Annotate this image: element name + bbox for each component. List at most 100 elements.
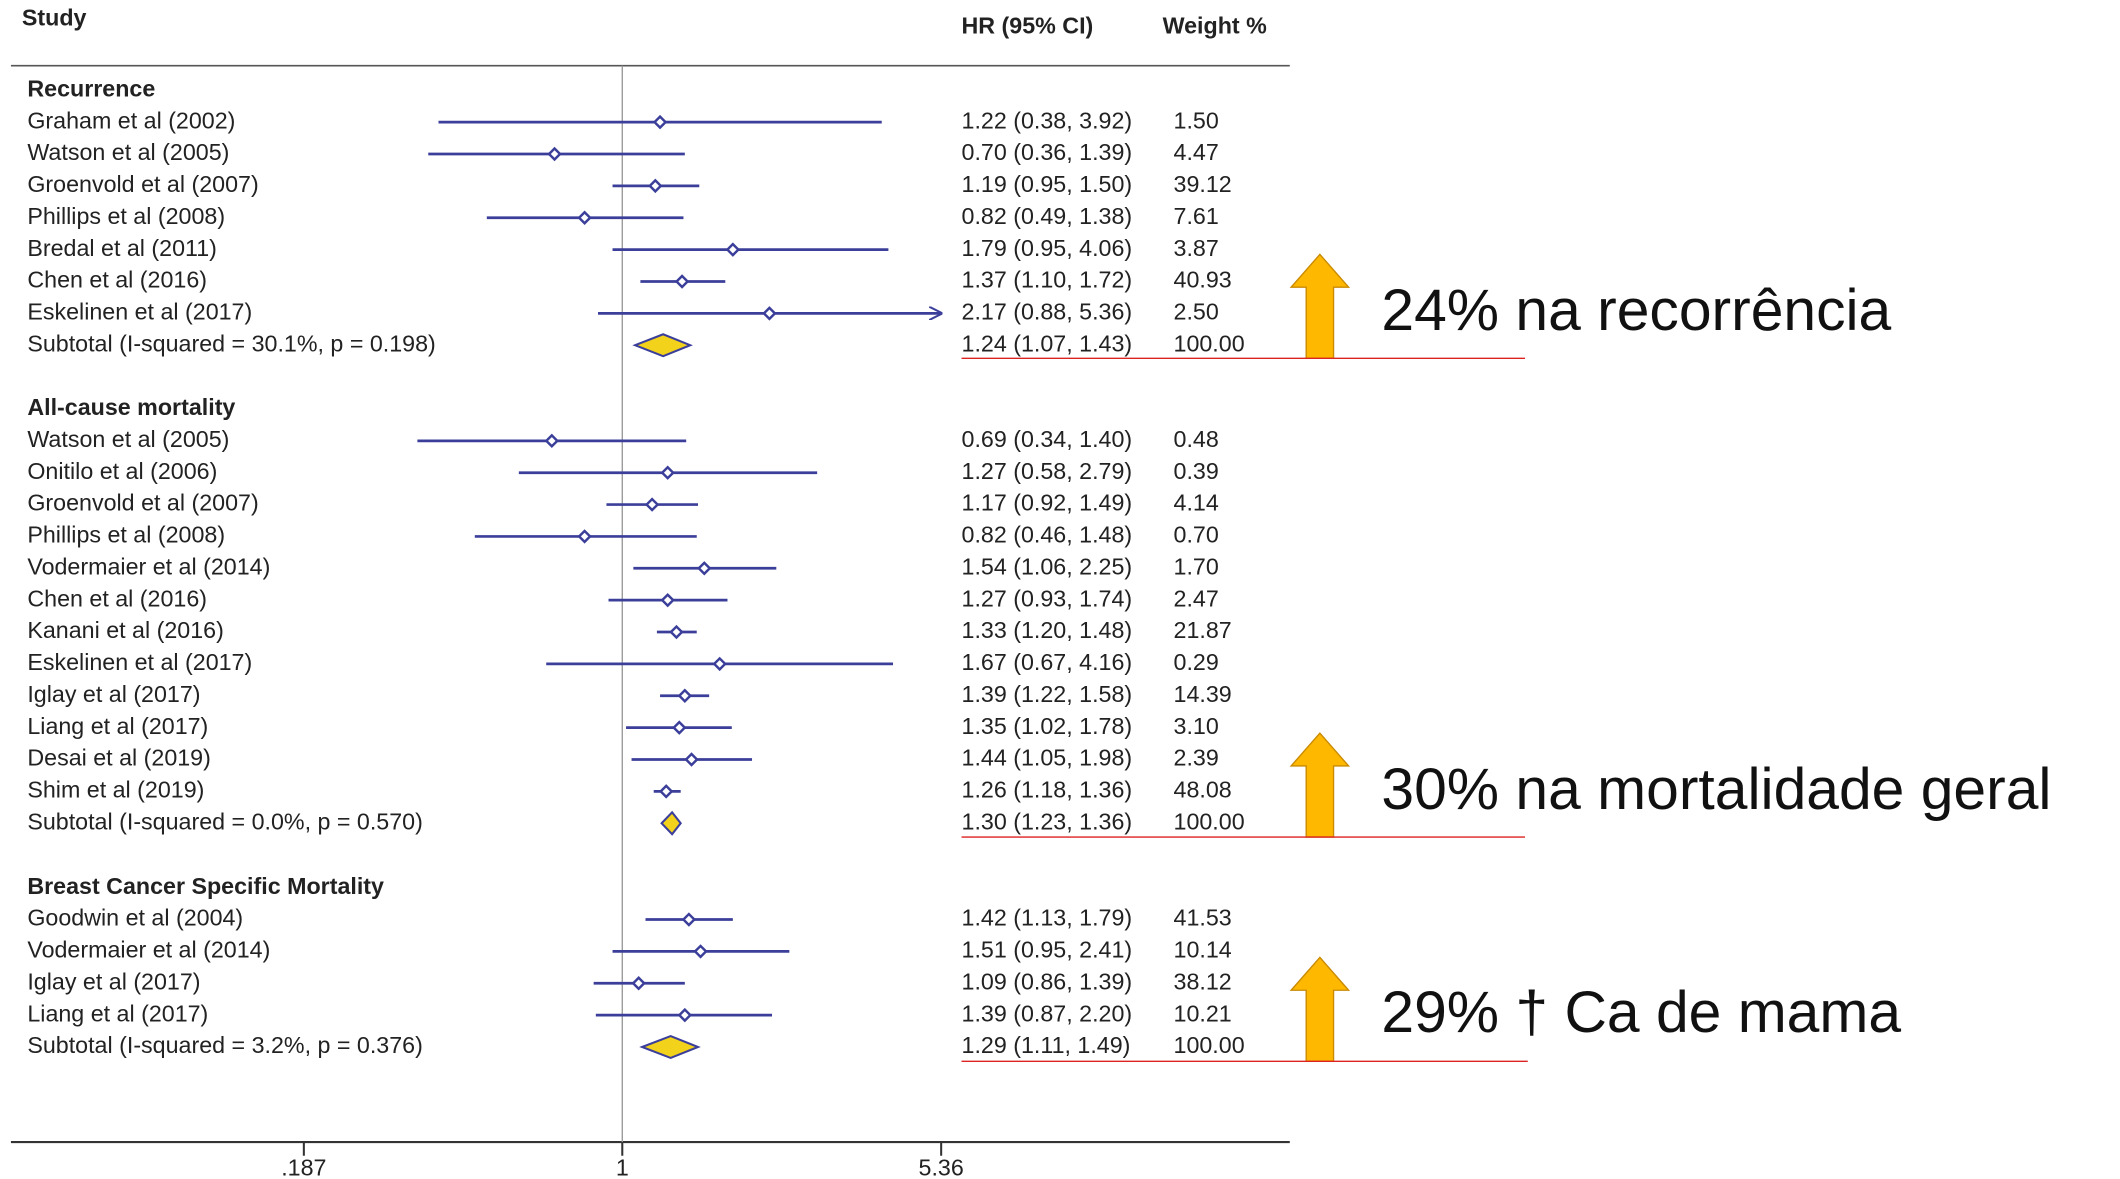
weight-label: 2.39 [1174, 745, 1219, 771]
study-name: Chen et al (2016) [27, 267, 207, 293]
point-estimate [693, 944, 708, 959]
study-name: Graham et al (2002) [27, 107, 235, 133]
study-name: Liang et al (2017) [27, 1000, 208, 1026]
weight-label: 14.39 [1174, 681, 1232, 707]
study-name: Bredal et al (2011) [27, 235, 217, 261]
weight-label: 38.12 [1174, 968, 1232, 994]
point-estimate [674, 274, 690, 289]
up-arrow [1289, 956, 1351, 1063]
hr-label: 1.27 (0.58, 2.79) [962, 458, 1133, 484]
point-estimate [544, 433, 560, 449]
weight-label: 100.00 [1174, 808, 1245, 834]
group-header: All-cause mortality [27, 394, 235, 420]
hr-label: 1.37 (1.10, 1.72) [962, 267, 1133, 293]
point-estimate [644, 497, 660, 512]
column-header: Study [22, 4, 87, 30]
weight-label: 0.29 [1174, 649, 1219, 675]
weight-label: 0.39 [1174, 458, 1219, 484]
weight-label: 10.14 [1174, 937, 1232, 963]
hr-label: 0.82 (0.46, 1.48) [962, 522, 1133, 548]
weight-label: 39.12 [1174, 171, 1232, 197]
study-name: Eskelinen et al (2017) [27, 298, 252, 324]
weight-label: 41.53 [1174, 905, 1232, 931]
weight-label: 100.00 [1174, 1032, 1245, 1058]
weight-label: 2.47 [1174, 585, 1219, 611]
hr-label: 1.39 (1.22, 1.58) [962, 681, 1133, 707]
weight-label: 21.87 [1174, 617, 1232, 643]
study-name: Onitilo et al (2006) [27, 458, 217, 484]
hr-label: 1.54 (1.06, 2.25) [962, 553, 1133, 579]
study-name: Shim et al (2019) [27, 777, 204, 803]
point-estimate [547, 146, 562, 162]
hr-label: 2.17 (0.88, 5.36) [962, 298, 1133, 324]
weight-label: 1.50 [1174, 107, 1219, 133]
study-name: Phillips et al (2008) [27, 522, 225, 548]
hr-label: 1.09 (0.86, 1.39) [962, 968, 1133, 994]
hr-label: 1.33 (1.20, 1.48) [962, 617, 1133, 643]
weight-label: 2.50 [1174, 298, 1219, 324]
point-estimate [660, 592, 675, 608]
weight-label: 4.47 [1174, 139, 1219, 165]
point-estimate [577, 210, 592, 225]
subtotal-name: Subtotal (I-squared = 0.0%, p = 0.570) [27, 808, 423, 834]
study-name: Groenvold et al (2007) [27, 490, 258, 516]
study-name: Watson et al (2005) [27, 139, 229, 165]
point-estimate [652, 114, 668, 130]
hr-label: 1.17 (0.92, 1.49) [962, 490, 1133, 516]
study-name: Phillips et al (2008) [27, 203, 225, 229]
hr-label: 0.70 (0.36, 1.39) [962, 139, 1133, 165]
weight-label: 100.00 [1174, 330, 1245, 356]
hr-label: 0.82 (0.49, 1.38) [962, 203, 1133, 229]
hr-label: 0.69 (0.34, 1.40) [962, 426, 1133, 452]
hr-label: 1.26 (1.18, 1.36) [962, 777, 1133, 803]
group-header: Breast Cancer Specific Mortality [27, 873, 384, 899]
hr-label: 1.39 (0.87, 2.20) [962, 1000, 1133, 1026]
study-name: Desai et al (2019) [27, 745, 211, 771]
weight-label: 10.21 [1174, 1000, 1232, 1026]
hr-label: 1.79 (0.95, 4.06) [962, 235, 1133, 261]
study-name: Kanani et al (2016) [27, 617, 223, 643]
weight-label: 0.48 [1174, 426, 1219, 452]
point-estimate [762, 306, 777, 321]
point-estimate [660, 465, 675, 480]
study-name: Liang et al (2017) [27, 713, 208, 739]
weight-label: 40.93 [1174, 267, 1232, 293]
point-estimate [672, 720, 687, 735]
hr-label: 1.29 (1.11, 1.49) [962, 1032, 1131, 1058]
point-estimate [658, 784, 674, 799]
weight-label: 48.08 [1174, 777, 1232, 803]
hr-label: 1.51 (0.95, 2.41) [962, 937, 1133, 963]
study-name: Goodwin et al (2004) [27, 905, 243, 931]
weight-label: 3.10 [1174, 713, 1219, 739]
point-estimate [681, 912, 697, 927]
weight-label: 3.87 [1174, 235, 1219, 261]
point-estimate [669, 624, 684, 640]
hr-label: 1.42 (1.13, 1.79) [962, 905, 1133, 931]
hr-label: 1.24 (1.07, 1.43) [962, 330, 1133, 356]
subtotal-diamond [639, 1034, 701, 1060]
up-arrow [1289, 732, 1351, 838]
weight-label: 0.70 [1174, 522, 1219, 548]
point-estimate [697, 561, 712, 576]
subtotal-diamond [632, 333, 693, 358]
subtotal-name: Subtotal (I-squared = 3.2%, p = 0.376) [27, 1032, 423, 1058]
study-name: Iglay et al (2017) [27, 968, 200, 994]
hr-label: 1.30 (1.23, 1.36) [962, 808, 1133, 834]
weight-label: 4.14 [1174, 490, 1219, 516]
subtotal-name: Subtotal (I-squared = 30.1%, p = 0.198) [27, 330, 435, 356]
up-arrow [1289, 253, 1351, 360]
hr-label: 1.27 (0.93, 1.74) [962, 585, 1133, 611]
hr-label: 1.67 (0.67, 4.16) [962, 649, 1133, 675]
study-name: Chen et al (2016) [27, 585, 207, 611]
column-header: HR (95% CI) [962, 12, 1094, 38]
hr-label: 1.19 (0.95, 1.50) [962, 171, 1133, 197]
point-estimate [677, 1007, 693, 1023]
x-tick-label: 5.36 [919, 1155, 964, 1179]
study-name: Eskelinen et al (2017) [27, 649, 252, 675]
annotation: 30% na mortalidade geral [1381, 757, 2051, 822]
study-name: Vodermaier et al (2014) [27, 937, 270, 963]
weight-label: 1.70 [1174, 553, 1219, 579]
point-estimate [677, 688, 693, 703]
point-estimate [725, 242, 741, 257]
